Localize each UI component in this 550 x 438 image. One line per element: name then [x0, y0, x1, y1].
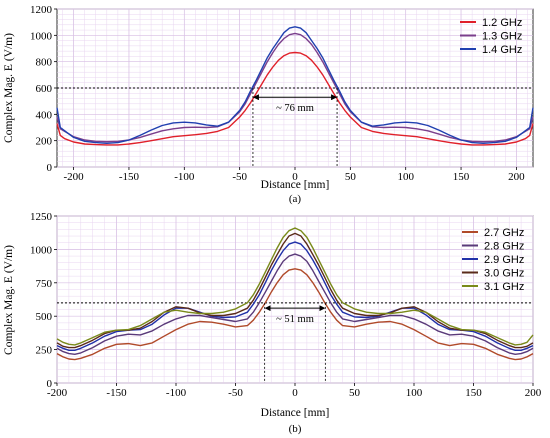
x-tick-label: 0 [292, 387, 298, 399]
series-line-2-8-GHz [56, 253, 534, 355]
y-tick-label: 500 [36, 311, 53, 323]
y-tick-label: 1200 [30, 4, 53, 16]
legend-label: 3.1 GHz [484, 281, 524, 293]
x-tick-label: 150 [465, 387, 482, 399]
x-tick-labels-a: -200 -150 -100 -50 0 50 100 150 200 [64, 167, 525, 183]
x-axis-label-b: Distance [mm] [261, 407, 330, 419]
series-a [56, 26, 534, 146]
series-line-3-1-GHz [56, 227, 534, 346]
series-line-1-4-GHz [56, 26, 534, 144]
caption-a: (a) [289, 193, 302, 205]
x-axis-label-a: Distance [mm] [261, 179, 330, 191]
x-tick-label: -50 [232, 171, 247, 183]
x-tick-label: -100 [174, 171, 195, 183]
y-tick-label: 600 [36, 83, 53, 95]
y-tick-label: 400 [36, 109, 53, 121]
legend-label: 2.8 GHz [484, 241, 524, 253]
legend-label: 3.0 GHz [484, 268, 524, 280]
y-tick-label: 1250 [30, 211, 53, 223]
legend-label: 1.2 GHz [482, 17, 522, 29]
x-tick-label: -150 [119, 171, 140, 183]
x-tick-label: 100 [397, 171, 414, 183]
x-tick-label: 100 [406, 387, 423, 399]
annotation-label-b: ~ 51 mm [276, 314, 314, 325]
y-tick-label: 800 [36, 57, 53, 69]
x-tick-label: 50 [345, 171, 357, 183]
y-tick-label: 0 [47, 162, 53, 174]
y-tick-labels-b: 0 250 500 750 1000 1250 [30, 211, 57, 390]
x-tick-label: -200 [47, 387, 68, 399]
y-tick-label: 1000 [30, 30, 53, 42]
x-tick-label: 200 [525, 387, 542, 399]
series-line-3-0-GHz [56, 232, 534, 349]
x-tick-label: 200 [508, 171, 525, 183]
width-annotation-b: ~ 51 mm [264, 302, 326, 383]
series-line-2-7-GHz [56, 268, 534, 361]
x-tick-label: -200 [64, 171, 85, 183]
y-tick-label: 200 [36, 136, 53, 148]
y-tick-labels-a: 0 200 400 600 800 1000 1200 [30, 4, 57, 174]
x-tick-label: 150 [453, 171, 470, 183]
width-annotation-a: ~ 76 mm [252, 88, 338, 167]
series-line-2-9-GHz [56, 241, 534, 351]
grid-b [56, 215, 534, 384]
y-axis-label-a: Complex Mag. E (V/m) [3, 33, 15, 143]
legend-label: 2.7 GHz [484, 227, 524, 239]
annotation-label-a: ~ 76 mm [276, 103, 314, 114]
series-line-1-2-GHz [56, 51, 534, 146]
chart-panel-a: -200 -150 -100 -50 0 50 100 150 200 0 200 400 600 80… [3, 4, 534, 205]
y-tick-label: 250 [36, 345, 53, 357]
legend-label: 2.9 GHz [484, 254, 524, 266]
series-b [56, 227, 534, 361]
y-tick-label: 0 [47, 378, 53, 390]
x-tick-labels-b: -200 -150 -100 -50 0 50 100 150 200 [47, 383, 542, 399]
x-tick-label: 50 [349, 387, 361, 399]
x-tick-label: -150 [106, 387, 127, 399]
y-axis-label-b: Complex Mag. E (V/m) [3, 245, 15, 355]
chart-panel-b: -200 -150 -100 -50 0 50 100 150 200 0 250 500 750 10… [3, 211, 542, 435]
legend-label: 1.3 GHz [482, 31, 522, 43]
legend-label: 1.4 GHz [482, 44, 522, 56]
caption-b: (b) [289, 423, 302, 435]
y-tick-label: 1000 [30, 244, 53, 256]
x-tick-label: -100 [166, 387, 187, 399]
y-tick-label: 750 [36, 278, 53, 290]
series-line-1-3-GHz [56, 32, 534, 143]
x-tick-label: -50 [228, 387, 243, 399]
x-tick-label: 0 [292, 171, 298, 183]
